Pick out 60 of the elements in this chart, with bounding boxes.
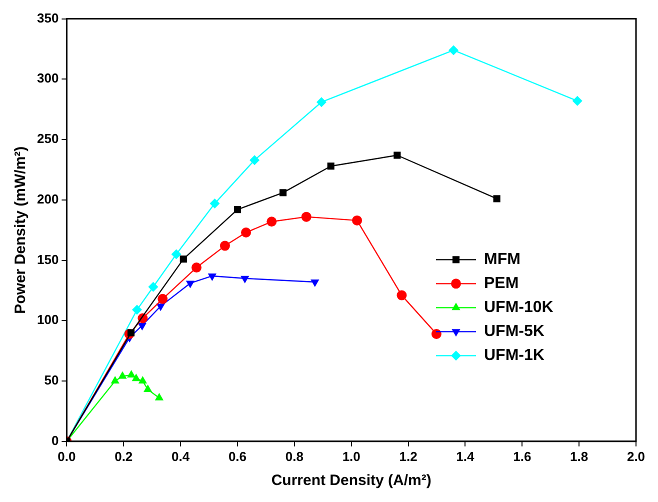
point bbox=[132, 304, 142, 315]
point bbox=[138, 322, 146, 330]
point bbox=[148, 282, 158, 292]
x-tick-label: 1.6 bbox=[513, 448, 532, 464]
point bbox=[234, 206, 242, 214]
legend-label: MFM bbox=[484, 251, 520, 268]
y-tick-label: 150 bbox=[36, 252, 59, 267]
point bbox=[171, 249, 182, 260]
legend-label: UFM-5K bbox=[484, 323, 545, 340]
point bbox=[210, 198, 220, 209]
y-tick-label: 200 bbox=[36, 191, 59, 206]
point bbox=[132, 374, 140, 382]
y-axis-title: Power Density (mW/m²) bbox=[12, 146, 30, 314]
point bbox=[208, 273, 216, 281]
point bbox=[126, 370, 136, 378]
point bbox=[158, 294, 168, 304]
y-tick-label: 250 bbox=[36, 131, 59, 146]
x-tick-label: 0.2 bbox=[114, 448, 133, 464]
point bbox=[448, 45, 459, 56]
x-tick-label: 1.4 bbox=[456, 448, 476, 464]
x-tick-label: 1.0 bbox=[342, 448, 360, 464]
legend-label: UFM-10K bbox=[484, 299, 554, 316]
point bbox=[250, 155, 260, 166]
x-tick-label: 0.4 bbox=[172, 448, 190, 464]
point bbox=[154, 392, 164, 400]
point bbox=[241, 228, 252, 238]
point bbox=[327, 162, 334, 170]
point bbox=[191, 262, 202, 273]
point bbox=[279, 189, 287, 196]
point bbox=[138, 376, 148, 384]
point bbox=[316, 97, 326, 108]
legend-label: UFM-1K bbox=[484, 347, 545, 364]
point bbox=[266, 216, 277, 227]
y-tick-label: 100 bbox=[36, 312, 59, 328]
point bbox=[396, 290, 407, 300]
point bbox=[143, 384, 152, 392]
x-tick-label: 1.8 bbox=[570, 448, 588, 464]
point bbox=[220, 240, 230, 251]
point bbox=[572, 96, 582, 106]
x-tick-label: 0.8 bbox=[285, 448, 304, 464]
y-tick-label: 0 bbox=[51, 432, 59, 448]
y-tick-label: 350 bbox=[36, 10, 59, 26]
point bbox=[352, 215, 362, 226]
point bbox=[186, 280, 195, 288]
point bbox=[118, 371, 127, 379]
point bbox=[301, 212, 312, 222]
x-tick-label: 0.6 bbox=[228, 448, 247, 464]
point bbox=[180, 256, 187, 263]
point bbox=[110, 376, 120, 384]
y-tick-label: 300 bbox=[36, 70, 59, 86]
point bbox=[240, 276, 250, 284]
point bbox=[127, 329, 135, 336]
legend-label: PEM bbox=[484, 275, 519, 292]
point bbox=[394, 152, 401, 159]
x-tick-label: 1.2 bbox=[399, 448, 418, 464]
y-tick-label: 50 bbox=[44, 372, 59, 388]
x-tick-label: 2.0 bbox=[626, 448, 646, 464]
x-tick-label: 0.0 bbox=[58, 448, 76, 464]
x-axis-title: Current Density (A/m²) bbox=[271, 472, 432, 490]
point bbox=[493, 195, 500, 202]
